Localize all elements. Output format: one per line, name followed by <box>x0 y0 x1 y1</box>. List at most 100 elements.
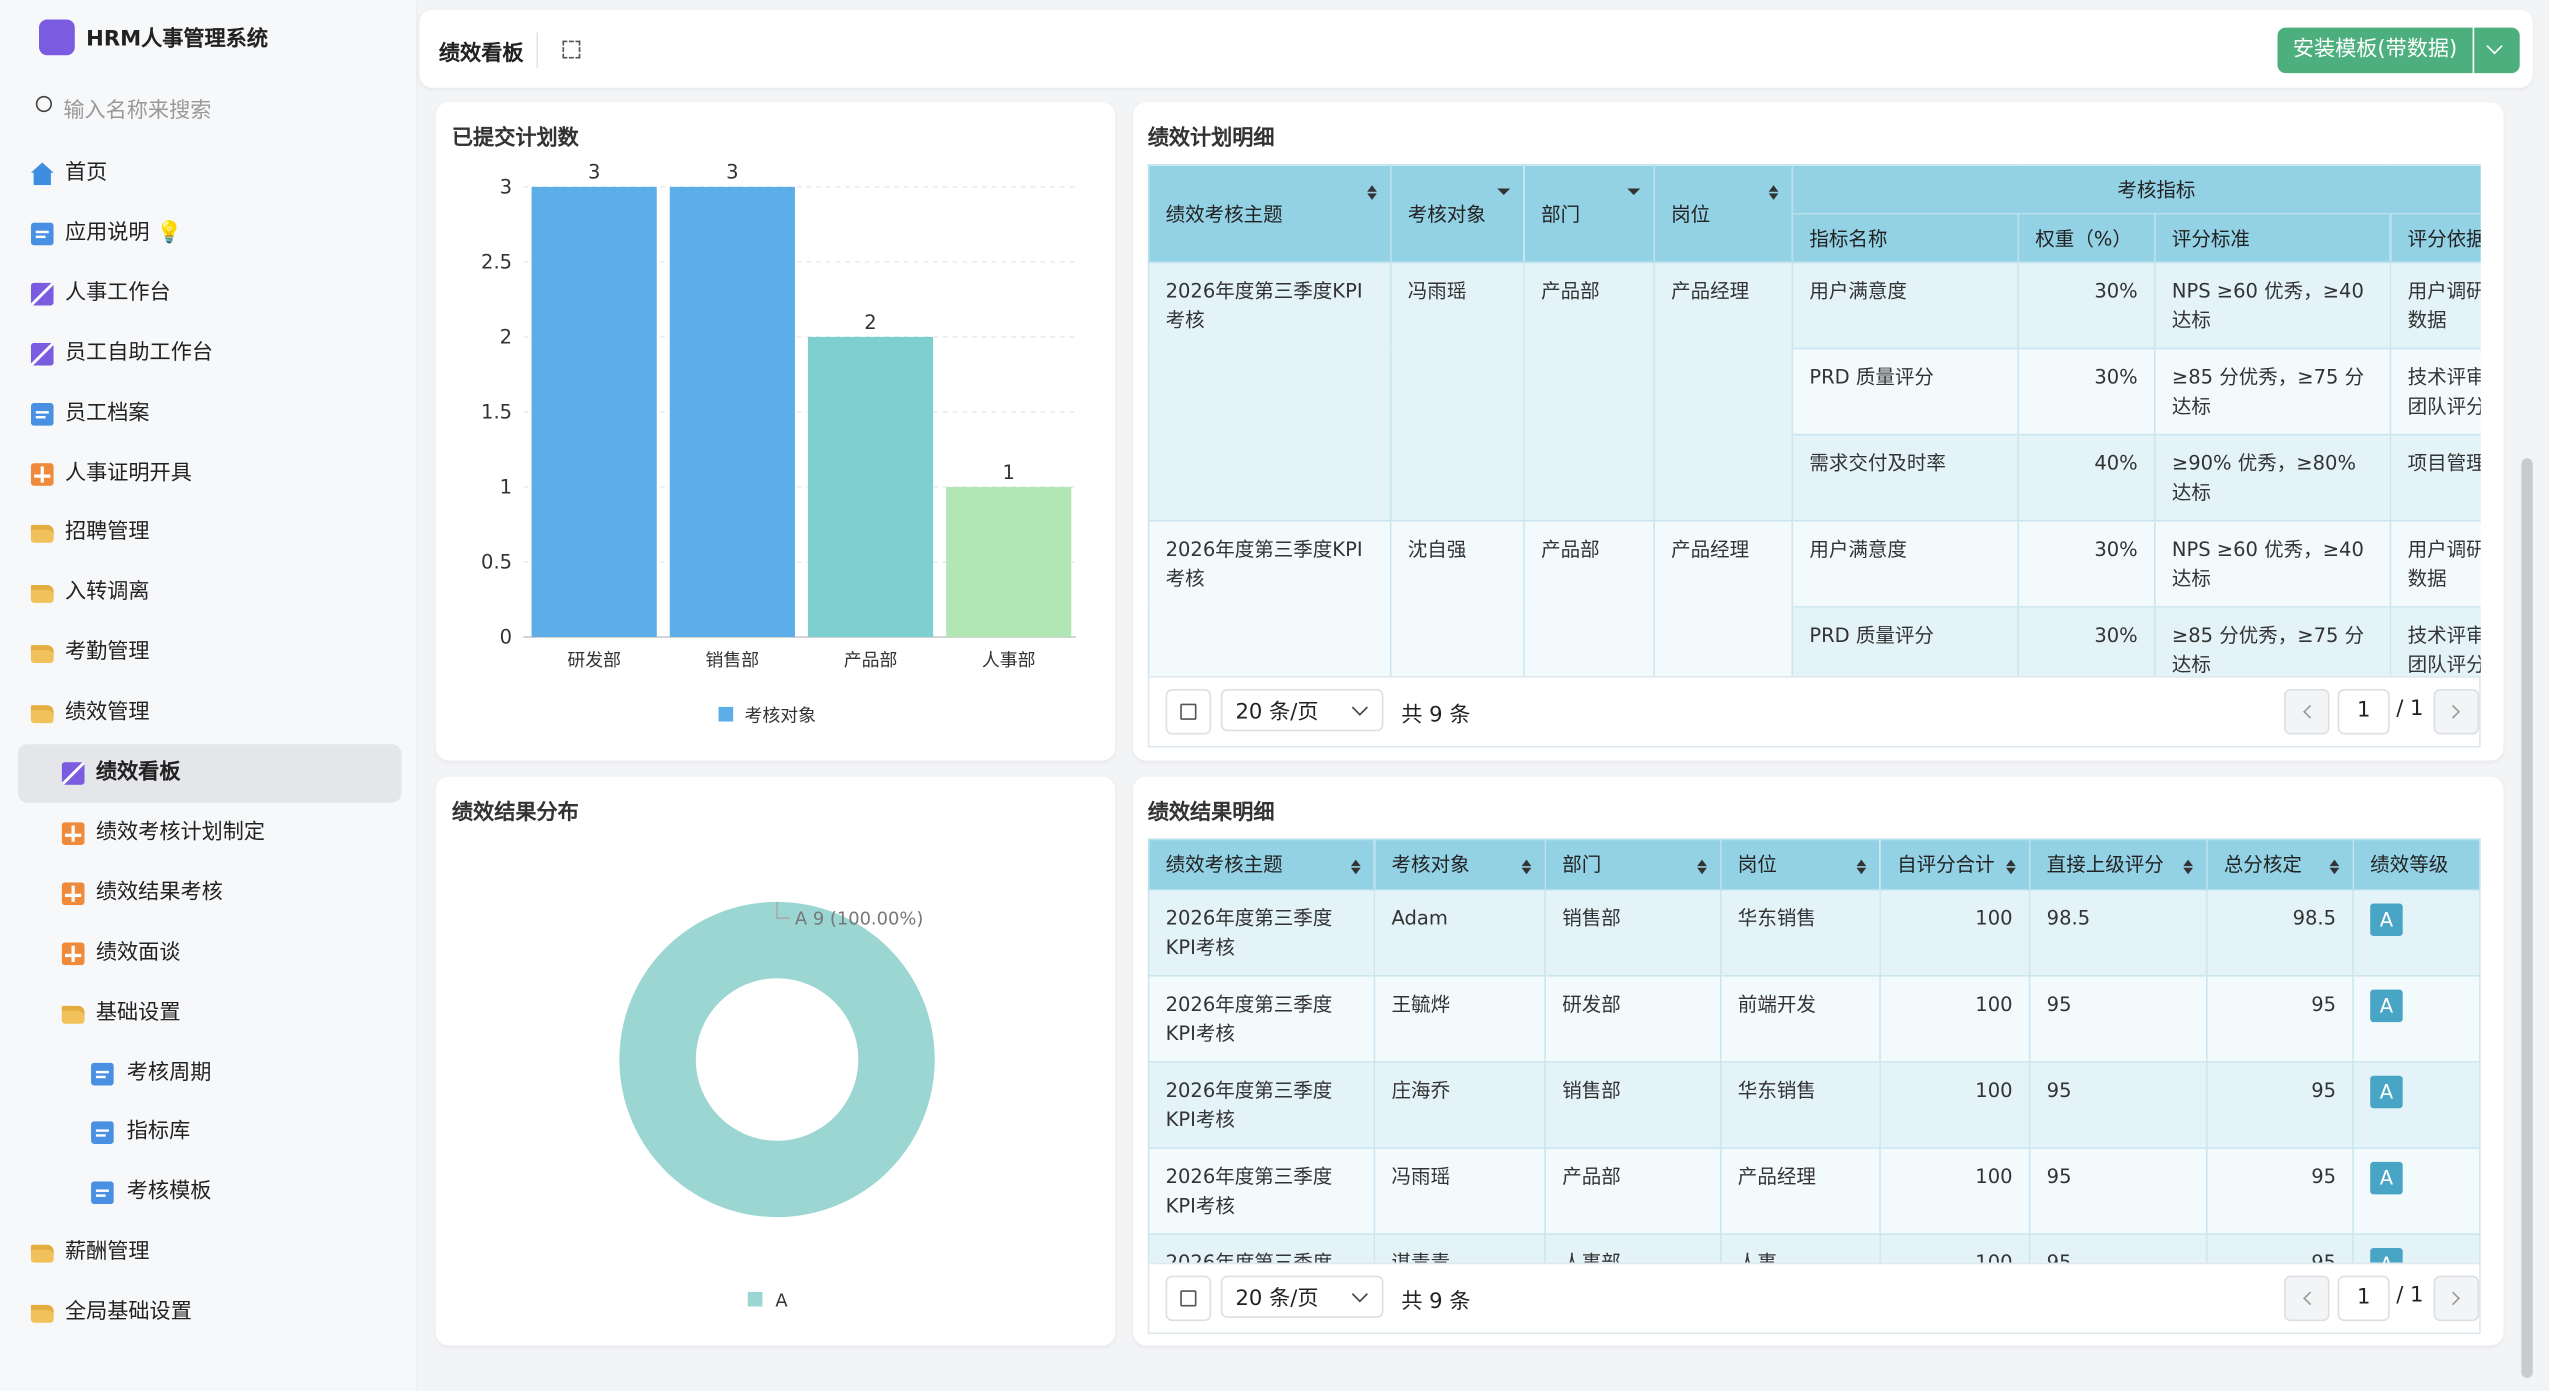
y-tick-label: 3 <box>500 175 512 198</box>
grade-badge: A <box>2370 1075 2403 1109</box>
page-size-select[interactable]: 20 条/页 <box>1220 689 1384 732</box>
column-header[interactable]: 部门 <box>1544 838 1722 891</box>
column-header[interactable]: 部门 <box>1523 164 1655 264</box>
prev-page-button[interactable] <box>2284 1275 2330 1322</box>
column-header[interactable]: 绩效等级 <box>2352 838 2481 891</box>
y-tick-label: 0 <box>500 626 512 649</box>
next-page-button[interactable] <box>2433 1275 2480 1322</box>
table-cell: 庄海乔 <box>1373 1061 1546 1149</box>
install-dropdown[interactable] <box>2474 27 2520 74</box>
menu-item[interactable]: 全局基础设置 <box>65 1300 192 1325</box>
menu-item[interactable]: 绩效考核计划制定 <box>95 820 266 845</box>
table-cell: 95 <box>2205 1147 2354 1235</box>
menu-item[interactable]: 考核模板 <box>126 1180 212 1205</box>
menu-item[interactable]: 员工自助工作台 <box>65 340 213 366</box>
table-cell: 95 <box>2205 1061 2354 1149</box>
menu-item[interactable]: 人事工作台 <box>65 280 171 306</box>
y-tick-label: 1 <box>500 475 512 498</box>
table-cell: 2026年度第三季度KPI考核 <box>1147 1061 1376 1149</box>
menu-icon <box>30 282 54 306</box>
menu-item[interactable]: 首页 <box>65 160 108 186</box>
table-cell: 冯雨瑶 <box>1373 1147 1546 1235</box>
table-cell: A <box>2352 975 2481 1063</box>
menu-item[interactable]: 绩效看板 <box>95 760 181 785</box>
menu-item[interactable]: 考核周期 <box>126 1060 212 1085</box>
page-input[interactable]: 1 <box>2337 689 2390 735</box>
column-header: 指标名称 <box>1791 212 2020 264</box>
grade-badge: A <box>2370 903 2403 936</box>
table-cell: 沈自强 <box>1389 520 1525 676</box>
header-row: 指标名称 权重（%） 评分标准 评分依据 <box>1149 212 2481 264</box>
menu-item[interactable]: 基础设置 <box>95 1000 181 1025</box>
prev-page-button[interactable] <box>2284 689 2330 735</box>
menu-icon <box>91 1121 114 1145</box>
page-title: 绩效看板 <box>438 42 524 67</box>
page-input[interactable]: 1 <box>2337 1275 2390 1322</box>
grade-badge: A <box>2370 989 2403 1023</box>
table-cell: 95 <box>2028 1061 2208 1149</box>
page-size-label: 20 条/页 <box>1235 700 1319 725</box>
total-count: 共 9 条 <box>1401 1290 1471 1315</box>
table-row: 2026年度第三季度KPI考核 庄海乔 销售部 华东销售 100 95 95 A <box>1147 1061 2481 1149</box>
menu-icon <box>30 402 54 426</box>
column-header[interactable]: 考核对象 <box>1373 838 1546 891</box>
menu-item[interactable]: 薪酬管理 <box>65 1240 150 1265</box>
sidebar: HRM人事管理系统 输入名称来搜索 首页 应用说明 💡 人事工作台 员工自助工作台 员工… <box>0 0 418 1391</box>
pie-slice <box>619 901 935 1218</box>
menu-item[interactable]: 入转调离 <box>65 580 150 605</box>
column-header[interactable]: 岗位 <box>1719 838 1881 891</box>
column-header[interactable]: 直接上级评分 <box>2028 838 2208 891</box>
page-size-select[interactable]: 20 条/页 <box>1220 1275 1384 1318</box>
menu-item[interactable]: 考勤管理 <box>65 640 150 665</box>
table-cell: 技术评审团队评分 <box>2389 347 2481 436</box>
column-settings-button[interactable] <box>1165 689 1212 735</box>
column-settings-button[interactable] <box>1165 1275 1212 1322</box>
table-cell: 产品部 <box>1523 520 1655 676</box>
search-icon <box>35 95 53 113</box>
table-title: 绩效结果明细 <box>1147 801 1275 826</box>
fullscreen-button[interactable] <box>562 40 581 59</box>
bar <box>946 486 1072 637</box>
column-header[interactable]: 绩效考核主题 <box>1147 164 1392 264</box>
column-header[interactable]: 岗位 <box>1653 164 1794 264</box>
menu-item[interactable]: 绩效面谈 <box>95 940 181 965</box>
column-header[interactable]: 绩效考核主题 <box>1147 838 1376 891</box>
table-cell: 华东销售 <box>1719 1061 1881 1149</box>
search-input[interactable]: 输入名称来搜索 <box>63 99 212 124</box>
chevron <box>2303 1291 2317 1306</box>
data-label: 2 <box>864 311 876 334</box>
y-tick-label: 1.5 <box>481 400 512 423</box>
scrollbar <box>2521 458 2533 1378</box>
menu-item[interactable]: 应用说明 💡 <box>65 220 183 246</box>
y-tick-label: 0.5 <box>481 550 512 573</box>
column-header: 评分依据 <box>2389 212 2481 264</box>
bar-chart-card: 已提交计划数 0 0.5 1 1.5 2 2.5 3 3 3 2 1 研发部 销售部 产品部 人事部 考核对象 <box>435 102 1116 761</box>
menu-item[interactable]: 绩效管理 <box>65 700 150 725</box>
menu-item[interactable]: 员工档案 <box>65 400 150 426</box>
page-count: / 1 <box>2396 1283 2424 1309</box>
menu-item[interactable]: 人事证明开具 <box>65 460 192 486</box>
column-header[interactable]: 考核对象 <box>1389 164 1525 264</box>
menu-icon <box>30 705 54 724</box>
table-row: PRD 质量评分 30% ≥85 分优秀，≥75 分达标 技术评审团队评分 <box>1149 347 2481 436</box>
table-cell: 用户调研数据 <box>2389 520 2481 608</box>
table-cell: 95 <box>2205 1233 2354 1263</box>
column-header[interactable]: 总分核定 <box>2205 838 2354 891</box>
table-cell: 2026年度第三季度KPI考核 <box>1147 520 1392 676</box>
table-row: 2026年度第三季度KPI考核 王毓烨 研发部 前端开发 100 95 95 A <box>1147 975 2481 1063</box>
header-row: 绩效考核主题 考核对象 部门 岗位 考核指标 <box>1147 164 2481 264</box>
table-cell: 30% <box>2017 606 2156 676</box>
table-cell: 30% <box>2017 261 2156 350</box>
install-template-button[interactable]: 安装模板(带数据) <box>2277 27 2473 74</box>
menu-item[interactable]: 绩效结果考核 <box>95 880 223 905</box>
menu-item[interactable]: 指标库 <box>126 1120 191 1145</box>
chevron <box>1351 1286 1368 1303</box>
table-cell: ≥90% 优秀，≥80% 达标 <box>2153 433 2392 522</box>
plan-table-card: 绩效计划明细 绩效考核主题 考核对象 部门 岗位 考核指标 指标名称 权重（%） 评分标准 评分… <box>1133 102 2504 761</box>
menu-item[interactable]: 招聘管理 <box>65 520 150 546</box>
next-page-button[interactable] <box>2433 689 2480 735</box>
total-count: 共 9 条 <box>1401 703 1471 728</box>
column-header[interactable]: 自评分合计 <box>1879 838 2031 891</box>
table-cell: 销售部 <box>1544 888 1722 977</box>
table-cell: 30% <box>2017 347 2156 436</box>
